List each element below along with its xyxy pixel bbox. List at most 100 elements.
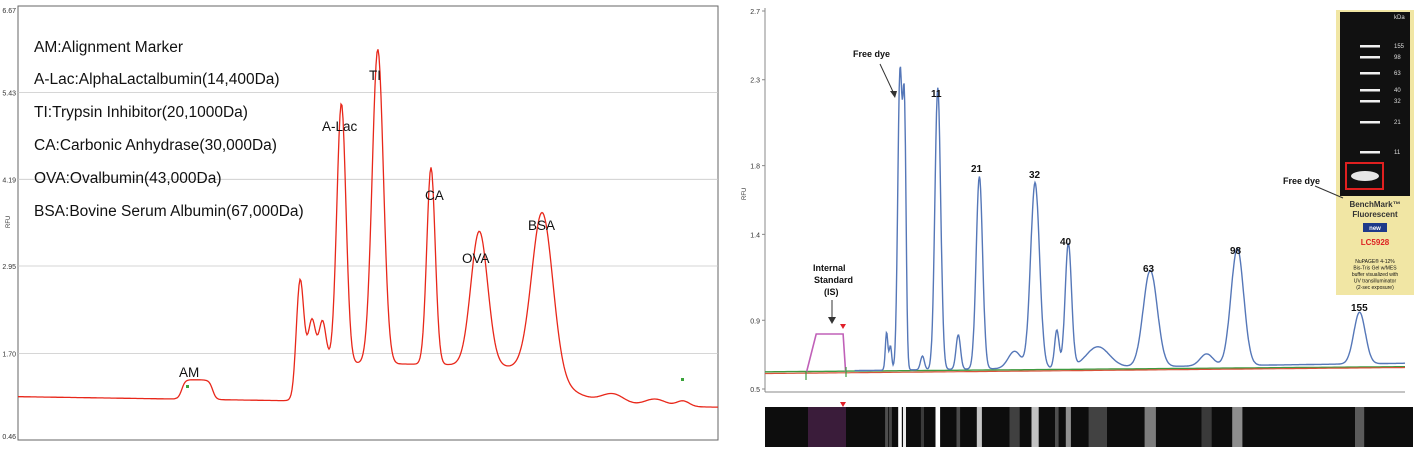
inset-description-line: UV transilluminator — [1354, 279, 1397, 285]
inset-gel-image — [1340, 12, 1410, 196]
left-gridlines — [18, 92, 718, 354]
inset-marker-band — [1360, 151, 1380, 154]
legend-line-5: OVA:Ovalbumin(43,000Da) — [34, 170, 222, 187]
gel-band — [1031, 407, 1039, 447]
right-trace-line — [854, 66, 1405, 372]
inset-kda-label: 155 — [1394, 44, 1405, 50]
left-y-tick-label: 1.70 — [2, 351, 16, 358]
gel-band — [1232, 407, 1243, 447]
inset-benchmark-line-2: Fluorescent — [1352, 210, 1398, 219]
inset-marker-band — [1360, 100, 1380, 103]
free-dye-arrowhead — [890, 91, 897, 98]
is-red-marker — [840, 324, 846, 329]
right-y-tick-label: 2.3 — [750, 78, 760, 85]
left-y-axis-label: RFU — [6, 216, 12, 228]
left-trace-line — [18, 49, 718, 408]
right-electropherogram: 2.7 2.3 1.8 1.4 0.9 0.5 RFU 11 21 32 40 63 98… — [742, 8, 1414, 447]
peak-label-32: 32 — [1029, 170, 1041, 181]
right-y-tick-label: 1.8 — [750, 164, 760, 171]
peak-label-a-lac: A-Lac — [322, 119, 358, 134]
gel-band — [1055, 407, 1059, 447]
peak-label-ti: TI — [369, 68, 381, 83]
peak-label-am: AM — [179, 365, 199, 380]
inset-free-dye-box — [1345, 162, 1384, 190]
peak-label-21: 21 — [971, 164, 983, 175]
right-y-tick-label: 2.7 — [750, 9, 760, 16]
internal-standard-annotation: Internal Standard (IS) — [813, 263, 853, 297]
left-electropherogram: 6.67 5.43 4.19 2.95 1.70 0.46 RFU AM:Alignmen… — [2, 5, 719, 441]
inset-marker-band — [1360, 45, 1380, 48]
right-y-tick-label: 0.5 — [750, 387, 760, 394]
gel-band — [956, 407, 961, 447]
gel-band — [1009, 407, 1020, 447]
peak-label-ca: CA — [425, 188, 444, 203]
peak-label-40: 40 — [1060, 237, 1072, 248]
baseline-red-line — [765, 366, 1406, 375]
inset-marker-bands — [1351, 45, 1380, 181]
gel-band — [1201, 407, 1212, 447]
inset-description-line: Bis-Tris Gel w/MES — [1353, 266, 1397, 272]
inset-free-dye-band — [1351, 171, 1379, 181]
inset-new-badge-text: new — [1369, 226, 1381, 232]
is-label-line-1: Internal — [813, 263, 846, 273]
peak-label-ova: OVA — [462, 251, 490, 266]
legend-line-2: A-Lac:AlphaLactalbumin(14,400Da) — [34, 71, 280, 88]
is-label-line-2: Standard — [814, 275, 853, 285]
gel-lane-strip — [765, 407, 1413, 447]
legend-line-6: BSA:Bovine Serum Albumin(67,000Da) — [34, 203, 304, 220]
gel-band — [1144, 407, 1156, 447]
alignment-marker-green-tick — [186, 385, 189, 388]
inset-kda-label: 11 — [1394, 150, 1401, 156]
left-y-ticks: 6.67 5.43 4.19 2.95 1.70 0.46 — [2, 8, 16, 441]
inset-description-line: NuPAGE® 4-12% — [1355, 258, 1395, 265]
inset-kda-label: 32 — [1394, 99, 1401, 105]
gel-band — [903, 407, 906, 447]
peak-label-63: 63 — [1143, 264, 1155, 275]
left-peak-labels: AM A-Lac TI CA OVA BSA — [179, 68, 555, 380]
left-legend-block: AM:Alignment Marker A-Lac:AlphaLactalbum… — [34, 39, 304, 220]
left-y-tick-label: 0.46 — [2, 434, 16, 441]
left-y-tick-label: 5.43 — [2, 91, 16, 98]
inset-kda-label: 63 — [1394, 71, 1401, 77]
gel-band — [935, 407, 941, 447]
legend-line-3: TI:Trypsin Inhibitor(20,1000Da) — [34, 104, 248, 121]
inset-marker-band — [1360, 89, 1380, 92]
gel-band-group — [885, 407, 1365, 447]
end-marker-green-tick — [681, 378, 684, 381]
right-y-ticks: 2.7 2.3 1.8 1.4 0.9 0.5 — [750, 9, 765, 394]
gel-band — [898, 407, 902, 447]
is-arrowhead — [828, 317, 836, 324]
gel-band — [1355, 407, 1365, 447]
inset-marker-band — [1360, 121, 1380, 124]
inset-catalog-number: LC5928 — [1361, 238, 1390, 247]
peak-label-98: 98 — [1230, 246, 1242, 257]
legend-line-1: AM:Alignment Marker — [34, 39, 183, 56]
gel-band — [1088, 407, 1107, 447]
is-label-line-3: (IS) — [824, 287, 839, 297]
gel-is-region — [808, 407, 846, 447]
inset-benchmark-line-1: BenchMark™ — [1349, 200, 1400, 209]
legend-line-4: CA:Carbonic Anhydrase(30,000Da) — [34, 137, 277, 154]
free-dye-arrow — [879, 63, 896, 97]
inset-description-line: buffer visualized with — [1352, 272, 1399, 278]
left-y-tick-label: 2.95 — [2, 264, 16, 271]
gel-red-marker — [840, 402, 846, 407]
free-dye-annotation: Free dye — [853, 49, 890, 59]
peak-label-bsa: BSA — [528, 218, 555, 233]
inset-kda-label: 40 — [1394, 88, 1401, 94]
inset-description-line: (2-sec exposure) — [1356, 285, 1394, 291]
right-y-tick-label: 0.9 — [750, 318, 760, 325]
right-y-tick-label: 1.4 — [750, 232, 760, 239]
inset-kda-label: 21 — [1394, 120, 1401, 126]
inset-marker-band — [1360, 56, 1380, 59]
inset-kda-unit: kDa — [1394, 15, 1405, 21]
peak-label-155: 155 — [1351, 303, 1368, 314]
inset-kda-labels: 155 98 63 40 32 21 11 — [1394, 44, 1405, 156]
gel-band — [920, 407, 924, 447]
gel-band — [888, 407, 892, 447]
gel-band — [1065, 407, 1071, 447]
inset-free-dye-arrow — [1314, 185, 1344, 199]
